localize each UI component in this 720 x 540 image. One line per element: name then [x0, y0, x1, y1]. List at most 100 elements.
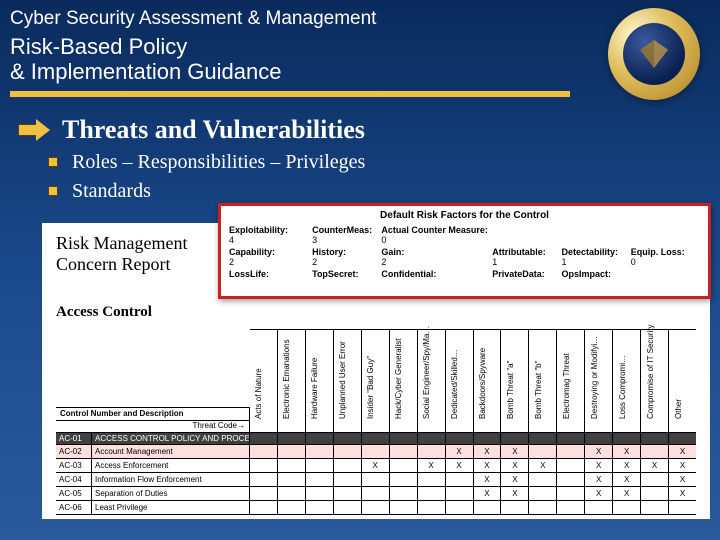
report-panel: Default Risk Factors for the Control Exp… [42, 209, 712, 505]
risk-factors-grid: Exploitability:4CounterMeas:3Actual Coun… [229, 225, 700, 279]
control-id: AC-06 [56, 501, 92, 514]
control-desc: Least Privilege [92, 501, 250, 514]
risk-factor-cell: Attributable:1 [492, 247, 561, 267]
risk-factor-cell: CounterMeas:3 [312, 225, 381, 245]
threat-column: Destroying or Modifyi… [585, 330, 613, 421]
risk-factor-cell: LossLife: [229, 269, 312, 279]
control-desc: Access Enforcement [92, 459, 250, 472]
threat-column: Bomb Threat "a" [501, 330, 529, 421]
threat-column: Dedicated/Skilled… [446, 330, 474, 421]
control-matrix: Control Number and Description Acts of N… [56, 329, 696, 515]
risk-factor-cell: Exploitability:4 [229, 225, 312, 245]
heading-text: Threats and Vulnerabilities [62, 115, 365, 145]
slide-header: Cyber Security Assessment & Management R… [0, 0, 720, 97]
threat-column: Hack/Cyber Generalist [390, 330, 418, 421]
control-row: AC-04Information Flow EnforcementXXXXX [56, 473, 696, 487]
threat-label: Social Engineer/Spy/Ma… [422, 325, 431, 418]
risk-factor-cell: Gain:2 [381, 247, 492, 267]
header-underline [10, 91, 570, 97]
threat-column: Electronic Emanations [278, 330, 306, 421]
threat-code-row: Threat Code→ [56, 421, 696, 433]
control-cells: XXXXXXXXXX [250, 459, 696, 472]
threat-column: Social Engineer/Spy/Ma… [418, 330, 446, 421]
heading-row: Threats and Vulnerabilities [40, 115, 680, 145]
threat-label: Hack/Cyber Generalist [394, 338, 403, 418]
control-desc: Separation of Duties [92, 487, 250, 500]
header-line2: Risk-Based Policy& Implementation Guidan… [10, 34, 710, 85]
control-cells [250, 501, 696, 514]
risk-factors-box: Default Risk Factors for the Control Exp… [218, 203, 711, 299]
threat-column: Acts of Nature [250, 330, 278, 421]
threat-column: Compromise of IT Security [641, 330, 669, 421]
bullet-row: Standards [46, 180, 680, 203]
square-bullet-icon [48, 157, 58, 167]
doj-seal-icon [608, 8, 700, 100]
control-row: AC-03Access EnforcementXXXXXXXXXX [56, 459, 696, 473]
control-id: AC-02 [56, 445, 92, 458]
threat-label: Compromise of IT Security [646, 324, 655, 419]
threat-columns: Acts of Nature Electronic Emanations Hardw… [250, 329, 696, 421]
control-desc: Information Flow Enforcement [92, 473, 250, 486]
control-id: AC-01 [56, 433, 92, 444]
threat-label: Unplanned User Error [338, 341, 347, 419]
risk-factor-cell: Actual Counter Measure:0 [381, 225, 492, 245]
control-id: AC-04 [56, 473, 92, 486]
threat-label: Insider "Bad Guy" [366, 356, 375, 419]
control-row: AC-02Account ManagementXXXXXX [56, 445, 696, 459]
section-title: Access Control [56, 304, 696, 321]
threat-label: Hardware Failure [310, 357, 319, 418]
risk-factor-cell [492, 225, 561, 245]
threat-label: Bomb Threat "b" [534, 360, 543, 418]
control-row: AC-06Least Privilege [56, 501, 696, 515]
risk-factor-cell [561, 225, 630, 245]
risk-factor-cell: Equip. Loss:0 [631, 247, 700, 267]
control-col-header: Control Number and Description [56, 407, 250, 421]
risk-factor-cell [631, 269, 700, 279]
control-cells: XXXXX [250, 473, 696, 486]
threat-label: Acts of Nature [254, 368, 263, 419]
risk-factor-cell: Detectability:1 [561, 247, 630, 267]
matrix-header: Control Number and Description Acts of N… [56, 329, 696, 421]
control-desc: ACCESS CONTROL POLICY AND PROCEDURES [92, 433, 250, 444]
risk-factor-cell: OpsImpact: [561, 269, 630, 279]
threat-column: Backdoors/Spyware [474, 330, 502, 421]
control-row: AC-01ACCESS CONTROL POLICY AND PROCEDURE… [56, 433, 696, 445]
risk-factor-cell: Confidential: [381, 269, 492, 279]
bullet-text: Standards [72, 180, 151, 203]
threat-label: Loss Compromi… [618, 355, 627, 419]
bullet-text: Roles – Responsibilities – Privileges [72, 151, 365, 174]
threat-column: Other [669, 330, 696, 421]
control-cells [250, 433, 696, 444]
control-row: AC-05Separation of DutiesXXXXX [56, 487, 696, 501]
arrow-bullet-icon [18, 120, 50, 140]
threat-label: Electronic Emanations [282, 339, 291, 419]
threat-column: Hardware Failure [306, 330, 334, 421]
threat-label: Other [674, 399, 683, 419]
threat-code-label: Threat Code→ [56, 421, 250, 432]
risk-factor-cell [631, 225, 700, 245]
threat-label: Bomb Threat "a" [506, 360, 515, 418]
control-desc: Account Management [92, 445, 250, 458]
threat-label: Backdoors/Spyware [478, 348, 487, 419]
control-id: AC-05 [56, 487, 92, 500]
control-id: AC-03 [56, 459, 92, 472]
threat-column: Unplanned User Error [334, 330, 362, 421]
threat-column: Insider "Bad Guy" [362, 330, 390, 421]
risk-factors-title: Default Risk Factors for the Control [229, 210, 700, 221]
threat-column: Electromag Threat [557, 330, 585, 421]
threat-label: Destroying or Modifyi… [590, 336, 599, 419]
square-bullet-icon [48, 186, 58, 196]
risk-factor-cell: PrivateData: [492, 269, 561, 279]
threat-column: Bomb Threat "b" [529, 330, 557, 421]
threat-column: Loss Compromi… [613, 330, 641, 421]
risk-factor-cell: History:2 [312, 247, 381, 267]
control-cells: XXXXXX [250, 445, 696, 458]
threat-label: Electromag Threat [562, 353, 571, 419]
bullet-row: Roles – Responsibilities – Privileges [46, 151, 680, 174]
threat-label: Dedicated/Skilled… [450, 349, 459, 419]
slide-body: Threats and Vulnerabilities Roles – Resp… [0, 97, 720, 505]
header-line1: Cyber Security Assessment & Management [10, 8, 710, 30]
risk-factor-cell: Capability:2 [229, 247, 312, 267]
control-cells: XXXXX [250, 487, 696, 500]
risk-factor-cell: TopSecret: [312, 269, 381, 279]
